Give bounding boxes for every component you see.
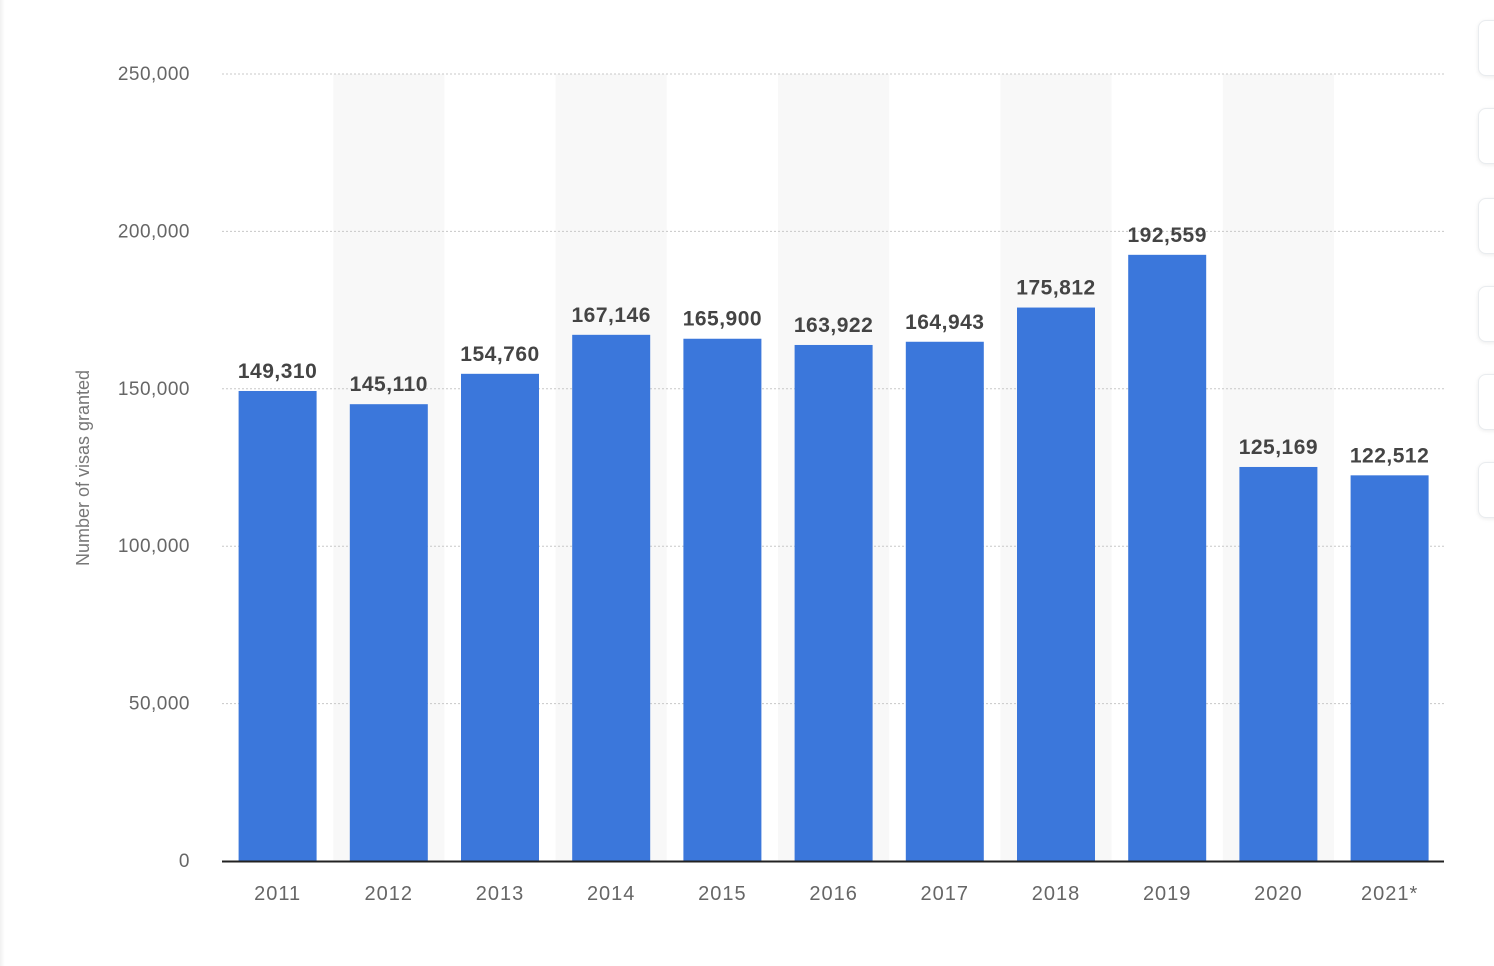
x-tick-label-2012: 2012 [365, 883, 414, 905]
y-axis-ticks: 0 50,000 100,000 150,000 200,000 250,000 [118, 64, 190, 872]
y-tick-label: 0 [179, 851, 190, 872]
value-label-2021*: 122,512 [1350, 444, 1429, 467]
left-edge-shadow [0, 0, 5, 966]
x-tick-label-2016: 2016 [809, 883, 858, 905]
y-axis-label: Number of visas granted [73, 370, 93, 566]
side-panel-tab-3[interactable] [1478, 198, 1494, 254]
side-panel-tab-2[interactable] [1478, 108, 1494, 164]
x-tick-label-2014: 2014 [587, 883, 636, 905]
y-tick-label: 200,000 [118, 221, 190, 242]
x-tick-label-2011: 2011 [254, 883, 301, 905]
value-label-2014: 167,146 [571, 304, 650, 327]
bar-2014[interactable] [572, 334, 651, 861]
side-panel-tab-6[interactable] [1478, 462, 1494, 518]
value-label-2012: 145,110 [350, 373, 428, 396]
x-tick-label-2018: 2018 [1032, 883, 1081, 905]
value-label-2015: 165,900 [683, 308, 762, 331]
value-label-2016: 163,922 [794, 314, 873, 337]
value-label-2017: 164,943 [905, 311, 984, 334]
y-tick-label: 100,000 [118, 536, 190, 557]
value-labels: 149,310 145,110 154,760 167,146 165,900 163,9… [238, 224, 1429, 468]
bar-2020[interactable] [1239, 466, 1318, 861]
x-tick-label-2013: 2013 [476, 883, 525, 905]
x-tick-label-2019: 2019 [1143, 883, 1192, 905]
y-tick-label: 250,000 [118, 64, 190, 85]
x-tick-label-2020: 2020 [1254, 883, 1303, 905]
value-label-2018: 175,812 [1016, 277, 1095, 300]
y-tick-label: 50,000 [129, 694, 190, 715]
side-panel-tab-4[interactable] [1478, 286, 1494, 342]
x-tick-label-2017: 2017 [921, 883, 970, 905]
side-panel-tab-1[interactable] [1478, 20, 1494, 76]
bar-2016[interactable] [794, 344, 873, 862]
bar-2018[interactable] [1017, 307, 1095, 861]
value-label-2019: 192,559 [1127, 224, 1206, 247]
side-panel-tab-5[interactable] [1478, 374, 1494, 430]
bars [238, 254, 1429, 862]
bar-2021*[interactable] [1350, 475, 1429, 861]
value-label-2011: 149,310 [238, 360, 317, 383]
bar-2013[interactable] [461, 373, 539, 861]
y-tick-label: 150,000 [118, 379, 190, 400]
bar-2019[interactable] [1128, 254, 1207, 861]
bar-2012[interactable] [349, 404, 428, 861]
x-tick-label-2015: 2015 [698, 883, 747, 905]
bar-2017[interactable] [905, 341, 984, 862]
bar-2015[interactable] [683, 338, 762, 861]
value-label-2013: 154,760 [460, 343, 539, 366]
x-tick-label-2021*: 2021* [1361, 883, 1418, 905]
bar-2011[interactable] [238, 390, 317, 861]
value-label-2020: 125,169 [1239, 436, 1318, 459]
x-axis-ticks: 2011 2012 2013 2014 2015 2016 2017 2018 2019 2020… [254, 883, 1418, 905]
